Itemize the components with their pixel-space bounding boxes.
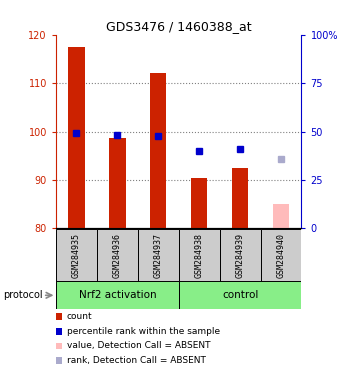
Text: GSM284936: GSM284936 [113,233,122,278]
Text: Nrf2 activation: Nrf2 activation [78,290,156,300]
Text: GSM284940: GSM284940 [277,233,286,278]
Bar [191,177,207,228]
Bar [273,204,289,228]
Text: control: control [222,290,258,300]
Text: GSM284935: GSM284935 [72,233,81,278]
Bar [150,73,166,228]
Bar [232,168,248,228]
Text: value, Detection Call = ABSENT: value, Detection Call = ABSENT [67,341,210,351]
Bar [138,229,179,282]
Bar [179,229,219,282]
Text: GSM284937: GSM284937 [154,233,163,278]
Bar [97,229,138,282]
Text: count: count [67,312,92,321]
Text: rank, Detection Call = ABSENT: rank, Detection Call = ABSENT [67,356,206,365]
Text: protocol: protocol [4,290,43,300]
Title: GDS3476 / 1460388_at: GDS3476 / 1460388_at [106,20,252,33]
Bar [261,229,301,282]
Text: GSM284938: GSM284938 [195,233,204,278]
Text: GSM284939: GSM284939 [236,233,244,278]
Bar [219,229,261,282]
Bar [179,281,301,309]
Bar [68,47,84,228]
Bar [56,281,179,309]
Text: percentile rank within the sample: percentile rank within the sample [67,327,220,336]
Bar [109,138,126,228]
Bar [56,229,97,282]
